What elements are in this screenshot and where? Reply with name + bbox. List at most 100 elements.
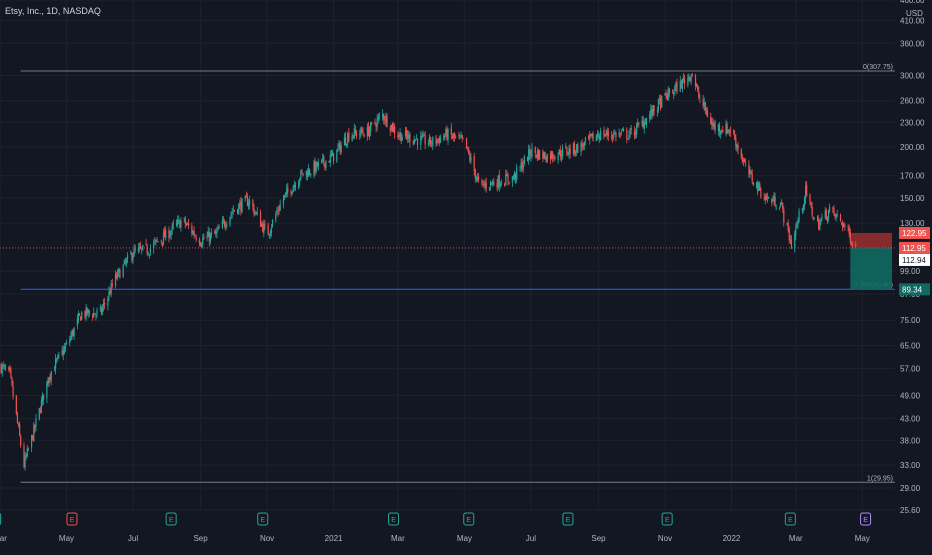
earnings-event-icon[interactable] (388, 512, 400, 526)
candle-body (782, 203, 784, 209)
earnings-event-icon[interactable] (784, 512, 796, 526)
candle-body (145, 243, 147, 245)
candle-body (588, 136, 590, 139)
candle-body (320, 159, 323, 162)
candle-body (157, 241, 159, 243)
candle-body (725, 123, 727, 134)
y-axis-tick-label: 43.00 (900, 414, 921, 423)
earnings-event-icon[interactable] (0, 512, 2, 526)
candle-body (660, 98, 662, 109)
candle-body (773, 196, 775, 202)
candle-body (232, 210, 234, 212)
candle-body (610, 135, 613, 137)
y-axis-tick-label: 460.00 (900, 0, 925, 5)
candle-body (430, 137, 432, 145)
candle-body (34, 424, 36, 428)
candle-body (154, 240, 156, 242)
candle-body (519, 166, 521, 168)
candle-body (618, 132, 620, 137)
candle-body (492, 181, 494, 185)
candle-body (817, 216, 819, 221)
candle-body (416, 138, 419, 146)
candle-body (155, 239, 157, 242)
candle-body (240, 201, 242, 212)
candle-body (238, 204, 240, 215)
candle-body (468, 149, 470, 154)
candle-body (668, 88, 670, 94)
candle-body (73, 327, 75, 336)
candle-body (33, 425, 35, 442)
candle-body (452, 134, 455, 138)
candle-body (376, 118, 378, 127)
candle-body (794, 233, 796, 248)
candle-body (798, 210, 800, 222)
candle-body (15, 395, 17, 414)
candle-body (674, 86, 676, 92)
candle-body (710, 116, 712, 125)
candle-body (539, 150, 541, 160)
candle-body (459, 136, 461, 138)
candle-body (329, 154, 331, 163)
candle-body (111, 283, 113, 286)
candle-body (589, 134, 591, 140)
candle-body (109, 291, 111, 295)
candle-body (812, 216, 814, 220)
candle-body (397, 135, 399, 138)
candle-body (48, 377, 50, 384)
earnings-event-label: E (260, 517, 265, 524)
candle-body (116, 275, 118, 279)
earnings-event-icon[interactable] (860, 512, 872, 526)
candle-body (832, 207, 834, 209)
candle-body (569, 148, 571, 154)
candle-body (292, 186, 294, 193)
candle-body (69, 339, 71, 344)
candle-body (146, 246, 148, 254)
earnings-event-icon[interactable] (165, 512, 177, 526)
candle-body (537, 150, 540, 160)
candle-body (371, 122, 373, 124)
candle-body (811, 206, 813, 216)
candle-body (810, 201, 812, 206)
candle-body (413, 139, 415, 145)
candle-body (485, 182, 487, 189)
candle-body (474, 169, 476, 179)
earnings-event-icon[interactable] (562, 512, 574, 526)
candle-body (606, 130, 608, 136)
candle-body (597, 135, 600, 137)
stop-loss-zone (850, 232, 892, 248)
earnings-event-icon[interactable] (257, 512, 269, 526)
candle-body (424, 135, 426, 145)
earnings-event-icon[interactable] (661, 512, 673, 526)
candle-body (35, 418, 37, 427)
candle-body (788, 229, 790, 241)
candle-body (742, 159, 745, 162)
earnings-event-label: E (70, 517, 75, 524)
candle-body (855, 244, 857, 247)
candle-body (324, 163, 326, 168)
candle-body (221, 220, 223, 228)
candle-body (467, 147, 469, 149)
candle-body (573, 143, 576, 154)
candle-body (208, 232, 210, 242)
candle-body (703, 102, 705, 106)
candle-body (11, 377, 13, 385)
candle-body (336, 149, 338, 163)
candle-body (833, 207, 835, 214)
candle-body (282, 198, 285, 205)
candle-body (438, 137, 440, 143)
candle-body (451, 135, 454, 138)
candle-body (62, 350, 64, 355)
earnings-event-icon[interactable] (463, 512, 475, 526)
candle-body (249, 200, 251, 205)
earnings-event-icon[interactable] (66, 512, 78, 526)
candle-body (445, 129, 447, 136)
candle-body (622, 129, 625, 131)
candle-body (193, 230, 195, 236)
candle-body (835, 214, 837, 218)
candle-body (560, 155, 563, 157)
candle-body (408, 134, 410, 139)
candle-body (153, 242, 155, 249)
